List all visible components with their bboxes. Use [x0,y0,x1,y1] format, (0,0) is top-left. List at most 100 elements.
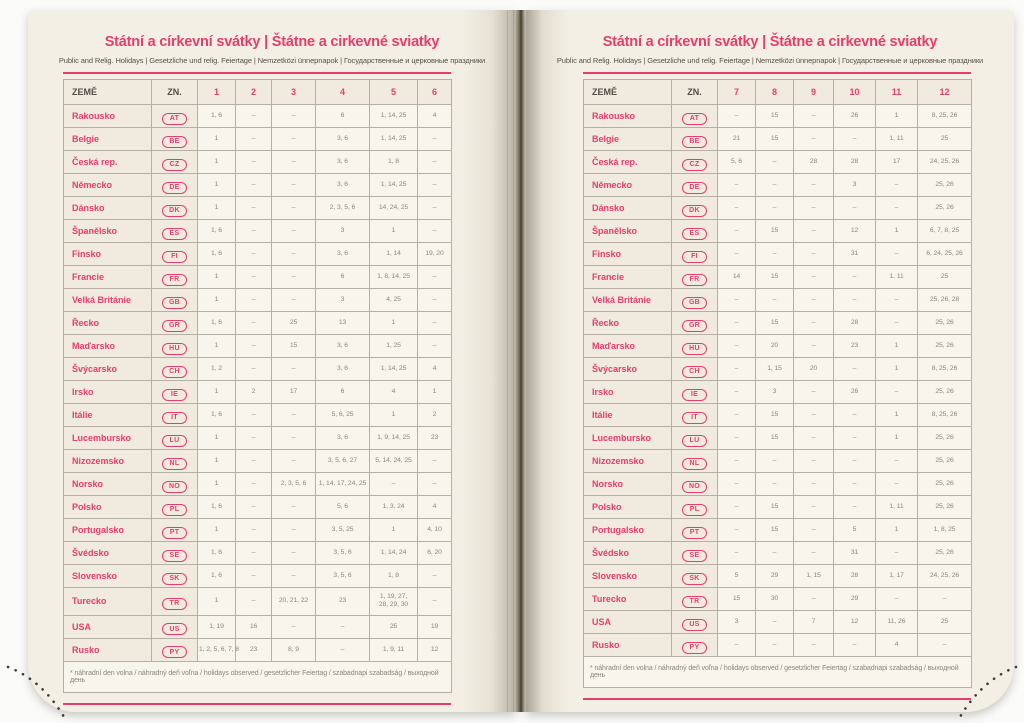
table-row: Finsko FI 1, 6– –3, 6 1, 14 19, 20 [63,242,452,266]
holiday-days-cell: – [417,173,452,197]
table-row: Řecko GR 1, 6–25 13 1– [63,311,452,335]
holiday-days-cell: 23 [833,334,876,358]
table-row: Nizozemsko NL 1– –3, 5, 6, 27 5, 14, 24, 25– [63,449,452,473]
holiday-days-cell: – [755,242,794,266]
country-code-cell: BE [671,127,718,151]
holiday-days-cell: 8, 25, 26 [917,403,972,427]
holiday-days-cell: 20, 21, 22 [271,587,316,616]
holiday-days-cell: – [917,633,972,657]
holiday-days-cell: – [875,311,918,335]
country-code-badge: AT [162,112,187,125]
holiday-days-cell: 1 [875,219,918,243]
holiday-days-cell: – [717,242,756,266]
holiday-days-cell: – [755,196,794,220]
table-row: Španělsko ES 1, 6– –3 1– [63,219,452,243]
holiday-days-cell: – [417,265,452,289]
holiday-days-cell: 25 [369,614,418,639]
table-row: Švédsko SE – – –31–25, 26 [583,541,972,565]
holiday-days-cell: – [793,472,834,496]
holiday-days-cell: 26 [833,380,876,404]
holiday-days-cell: – [717,633,756,657]
holiday-days-cell: 3, 6 [315,150,370,174]
country-code-badge: SE [682,549,707,562]
holiday-days-cell: – [875,173,918,197]
book-spread: Státní a církevní svátky | Štátne a cirk… [28,10,1014,712]
holiday-days-cell: – [833,196,876,220]
holiday-days-cell: – [875,242,918,266]
col-header-code: ZN. [151,79,198,105]
country-code-badge: NO [682,480,707,493]
country-code-cell: PT [151,518,198,542]
country-code-badge: GB [162,296,187,309]
holiday-days-cell: 25, 26 [917,311,972,335]
holiday-days-cell: – [271,614,316,639]
country-name: Rakousko [583,104,672,128]
holiday-days-cell: – [235,242,272,266]
holiday-days-cell: – [717,311,756,335]
holiday-days-cell: 1 [417,380,452,404]
holiday-days-cell: 1 [197,150,236,174]
country-code-badge: IT [162,411,187,424]
table-row: Irsko IE 1 2 17 6 4 1 [63,380,452,404]
country-name: USA [583,610,672,634]
holiday-days-cell: – [235,426,272,450]
holiday-days-cell: – [315,614,370,639]
holiday-days-cell: 1 [197,288,236,312]
table-row: Švýcarsko CH 1, 2– –3, 6 1, 14, 25 4 [63,357,452,381]
holiday-days-cell: 1 [197,587,236,616]
holiday-days-cell: – [417,449,452,473]
table-row: Turecko TR 1–20, 21, 22 23 1, 19, 27, 28, 29… [63,587,452,616]
holiday-days-cell: 1, 6 [197,104,236,128]
holiday-days-cell: 15 [755,127,794,151]
holiday-days-cell: – [271,518,316,542]
holiday-days-cell: – [793,495,834,519]
holiday-days-cell: 1 [197,380,236,404]
holiday-days-cell: – [755,541,794,565]
holiday-days-cell: 17 [271,380,316,404]
country-code-badge: SE [162,549,187,562]
holiday-days-cell: – [717,449,756,473]
holiday-days-cell: 1 [197,173,236,197]
country-name: Španělsko [63,219,152,243]
holiday-days-cell: 15 [271,334,316,358]
country-code-badge: TR [682,595,707,608]
holiday-days-cell: – [315,637,370,662]
country-name: Česká rep. [63,150,152,174]
holiday-days-cell: – [235,196,272,220]
holidays-table-jul-dec: ZEMĚ ZN. 7 8 9 10 11 12 Rakousko AT –15–26… [583,79,972,688]
holiday-days-cell: – [717,173,756,197]
holiday-days-cell: 7 [793,610,834,634]
holiday-days-cell: – [417,219,452,243]
holiday-days-cell: – [833,495,876,519]
country-code-cell: PT [671,518,718,542]
holiday-days-cell: 4, 25 [369,288,418,312]
holiday-days-cell: 23 [315,587,370,616]
col-header-month-10: 10 [833,79,876,105]
holiday-days-cell: 21 [717,127,756,151]
holiday-days-cell: 6, 7, 8, 25 [917,219,972,243]
footnote-row: * náhradní den volna / náhradný deň voľn… [63,660,452,693]
holiday-days-cell: – [271,357,316,381]
holiday-days-cell: – [235,472,272,496]
col-header-country: ZEMĚ [583,79,672,105]
holiday-days-cell: – [875,288,918,312]
holiday-days-cell: – [755,288,794,312]
table-row: Lucembursko LU 1– –3, 6 1, 9, 14, 25 23 [63,426,452,450]
table-row: Polsko PL 1, 6– –5, 6 1, 3, 24 4 [63,495,452,519]
table-header-row: ZEMĚ ZN. 7 8 9 10 11 12 [583,79,972,105]
holiday-days-cell: 1 [369,403,418,427]
holiday-days-cell: – [417,334,452,358]
holiday-days-cell: 8, 9 [271,637,316,662]
holiday-days-cell: 4, 10 [417,518,452,542]
country-code-badge: PY [162,646,187,659]
country-code-badge: NL [682,457,707,470]
holiday-days-cell: – [235,564,272,588]
holiday-days-cell: 1 [197,518,236,542]
holiday-days-cell: 1, 6 [197,495,236,519]
holiday-days-cell: – [793,380,834,404]
holiday-days-cell: 4 [369,380,418,404]
holiday-days-cell: 12 [417,637,452,662]
holiday-days-cell: 14 [717,265,756,289]
table-row: Rakousko AT 1, 6– –6 1, 14, 25 4 [63,104,452,128]
holiday-days-cell: 25, 26 [917,196,972,220]
